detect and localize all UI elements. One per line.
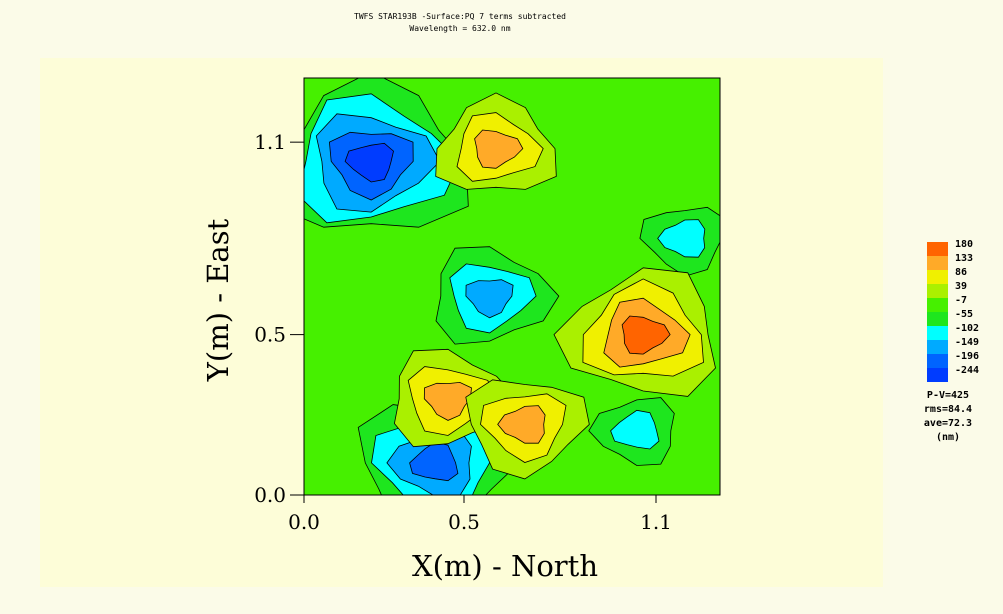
legend-label: -244 bbox=[955, 365, 979, 376]
y-tick-label: 1.1 bbox=[254, 130, 286, 154]
stat-line: P-V=425 bbox=[927, 390, 969, 401]
legend-swatch bbox=[927, 312, 948, 326]
legend-label: 86 bbox=[955, 267, 967, 278]
legend-swatch bbox=[927, 326, 948, 340]
y-axis: 0.0 0.5 1.1 bbox=[254, 130, 304, 507]
stat-line: (nm) bbox=[936, 432, 960, 443]
legend-swatch bbox=[927, 368, 948, 382]
y-tick-label: 0.5 bbox=[254, 323, 286, 347]
chart-subtitle: Wavelength = 632.0 nm bbox=[409, 24, 511, 33]
legend-label: 39 bbox=[955, 281, 967, 292]
legend-label: -102 bbox=[955, 323, 979, 334]
contour-level--196-minimum-2 bbox=[409, 441, 459, 482]
legend-label: -7 bbox=[955, 295, 967, 306]
stat-line: ave=72.3 bbox=[924, 418, 972, 429]
contour-level-180-maximum-5 bbox=[621, 315, 671, 355]
contour-level--102-minimum-3 bbox=[657, 219, 706, 258]
contour-level--102-minimum-4 bbox=[610, 409, 660, 450]
legend-swatch bbox=[927, 256, 948, 270]
x-tick-label: 0.5 bbox=[448, 510, 480, 534]
legend-swatch bbox=[927, 284, 948, 298]
contour-level-133-maximum-7 bbox=[423, 381, 472, 421]
contour-level-133-maximum-6 bbox=[474, 129, 524, 169]
y-tick-label: 0.0 bbox=[254, 483, 286, 507]
chart-title: TWFS STAR193B -Surface:PQ 7 terms subtra… bbox=[354, 12, 566, 21]
x-axis: 0.0 0.5 1.1 bbox=[288, 495, 672, 534]
x-tick-label: 1.1 bbox=[640, 510, 672, 534]
legend-label: -149 bbox=[955, 337, 979, 348]
legend-label: 180 bbox=[955, 239, 973, 250]
stat-line: rms=84.4 bbox=[924, 404, 972, 415]
legend-swatch bbox=[927, 340, 948, 354]
legend-swatch bbox=[927, 242, 948, 256]
contour-level-133-maximum-8 bbox=[497, 405, 546, 444]
x-axis-label: X(m) - North bbox=[412, 549, 598, 583]
y-axis-label: Y(m) - East bbox=[201, 218, 235, 382]
legend-label: 133 bbox=[955, 253, 973, 264]
x-tick-label: 0.0 bbox=[288, 510, 320, 534]
legend-swatch bbox=[927, 270, 948, 284]
legend-label: -55 bbox=[955, 309, 973, 320]
legend-label: -196 bbox=[955, 351, 979, 362]
contour-level--244-minimum-0 bbox=[344, 142, 394, 183]
color-legend: 180 133 86 39 -7 -55 -102 -149 -196 -244 bbox=[927, 239, 979, 382]
contour-level--149-minimum-1 bbox=[465, 279, 514, 319]
stats-block: P-V=425 rms=84.4 ave=72.3 (nm) bbox=[924, 390, 972, 443]
contour-field bbox=[304, 78, 720, 495]
legend-swatch bbox=[927, 298, 948, 312]
plot-frame bbox=[303, 77, 721, 496]
legend-swatch bbox=[927, 354, 948, 368]
